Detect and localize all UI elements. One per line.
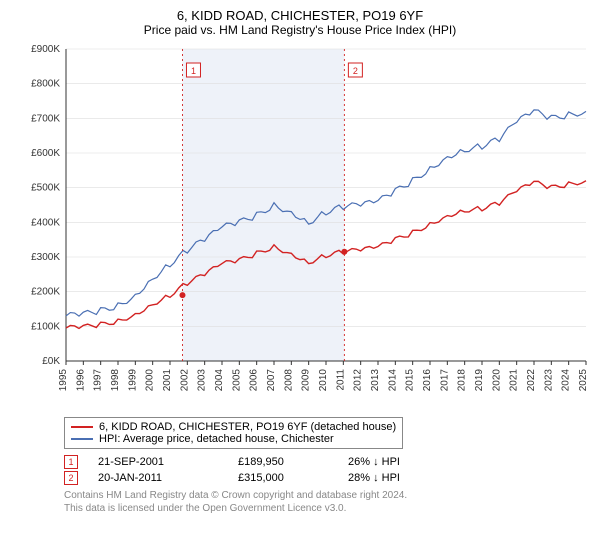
svg-text:1: 1 (191, 66, 196, 76)
svg-text:1995: 1995 (58, 369, 69, 392)
legend-item: 6, KIDD ROAD, CHICHESTER, PO19 6YF (deta… (71, 421, 396, 433)
svg-text:2020: 2020 (491, 369, 502, 392)
svg-text:2013: 2013 (370, 369, 381, 392)
svg-text:2012: 2012 (353, 369, 364, 392)
line-chart-svg: £0K £100K £200K £300K £400K £500K £600K £700K £8… (10, 43, 590, 413)
svg-text:2010: 2010 (318, 369, 329, 392)
svg-text:2009: 2009 (301, 369, 312, 392)
svg-text:2006: 2006 (249, 369, 260, 392)
svg-text:2015: 2015 (405, 369, 416, 392)
svg-text:£900K: £900K (31, 44, 60, 55)
svg-text:£100K: £100K (31, 321, 60, 332)
svg-text:2011: 2011 (335, 369, 346, 391)
sale-marker-box: 1 (64, 455, 78, 469)
svg-text:2005: 2005 (231, 369, 242, 392)
sale-price: £189,950 (238, 456, 328, 468)
svg-text:2004: 2004 (214, 369, 225, 392)
legend: 6, KIDD ROAD, CHICHESTER, PO19 6YF (deta… (64, 417, 403, 449)
chart-area: £0K £100K £200K £300K £400K £500K £600K £700K £8… (10, 43, 590, 413)
svg-text:£800K: £800K (31, 79, 60, 90)
svg-text:2002: 2002 (179, 369, 190, 392)
legend-swatch (71, 426, 93, 428)
footer-line1: Contains HM Land Registry data © Crown c… (64, 489, 590, 502)
svg-text:2019: 2019 (474, 369, 485, 392)
svg-text:2: 2 (353, 66, 358, 76)
sales-rows: 1 21-SEP-2001 £189,950 26% ↓ HPI 2 20-JAN-201… (10, 455, 590, 485)
chart-title: 6, KIDD ROAD, CHICHESTER, PO19 6YF (10, 8, 590, 23)
svg-text:£700K: £700K (31, 113, 60, 124)
svg-text:2025: 2025 (578, 369, 589, 392)
svg-text:2016: 2016 (422, 369, 433, 392)
svg-text:2000: 2000 (145, 369, 156, 392)
sale-marker-box: 2 (64, 471, 78, 485)
svg-text:£600K: £600K (31, 148, 60, 159)
svg-text:2017: 2017 (439, 369, 450, 392)
svg-text:2023: 2023 (543, 369, 554, 392)
svg-text:2007: 2007 (266, 369, 277, 392)
svg-text:2003: 2003 (197, 369, 208, 392)
legend-item: HPI: Average price, detached house, Chic… (71, 433, 396, 445)
svg-text:2021: 2021 (509, 369, 520, 392)
svg-text:£0K: £0K (42, 356, 60, 367)
svg-text:2014: 2014 (387, 369, 398, 392)
svg-text:2018: 2018 (457, 369, 468, 392)
sale-row: 1 21-SEP-2001 £189,950 26% ↓ HPI (64, 455, 590, 469)
footer-line2: This data is licensed under the Open Gov… (64, 502, 590, 515)
svg-text:2022: 2022 (526, 369, 537, 392)
legend-swatch (71, 438, 93, 440)
sale-delta: 28% ↓ HPI (348, 472, 400, 484)
svg-text:£300K: £300K (31, 252, 60, 263)
sale-delta: 26% ↓ HPI (348, 456, 400, 468)
svg-text:1999: 1999 (127, 369, 138, 392)
svg-text:1998: 1998 (110, 369, 121, 392)
svg-text:1996: 1996 (75, 369, 86, 392)
sale-date: 20-JAN-2011 (98, 472, 218, 484)
footer: Contains HM Land Registry data © Crown c… (64, 489, 590, 515)
svg-text:£200K: £200K (31, 287, 60, 298)
sale-price: £315,000 (238, 472, 328, 484)
chart-subtitle: Price paid vs. HM Land Registry's House … (10, 23, 590, 37)
svg-text:£400K: £400K (31, 217, 60, 228)
sale-row: 2 20-JAN-2011 £315,000 28% ↓ HPI (64, 471, 590, 485)
svg-text:£500K: £500K (31, 183, 60, 194)
svg-text:2008: 2008 (283, 369, 294, 392)
svg-text:2024: 2024 (561, 369, 572, 392)
svg-text:2001: 2001 (162, 369, 173, 392)
legend-label: 6, KIDD ROAD, CHICHESTER, PO19 6YF (deta… (99, 421, 396, 433)
svg-text:1997: 1997 (93, 369, 104, 392)
sale-date: 21-SEP-2001 (98, 456, 218, 468)
legend-label: HPI: Average price, detached house, Chic… (99, 433, 334, 445)
